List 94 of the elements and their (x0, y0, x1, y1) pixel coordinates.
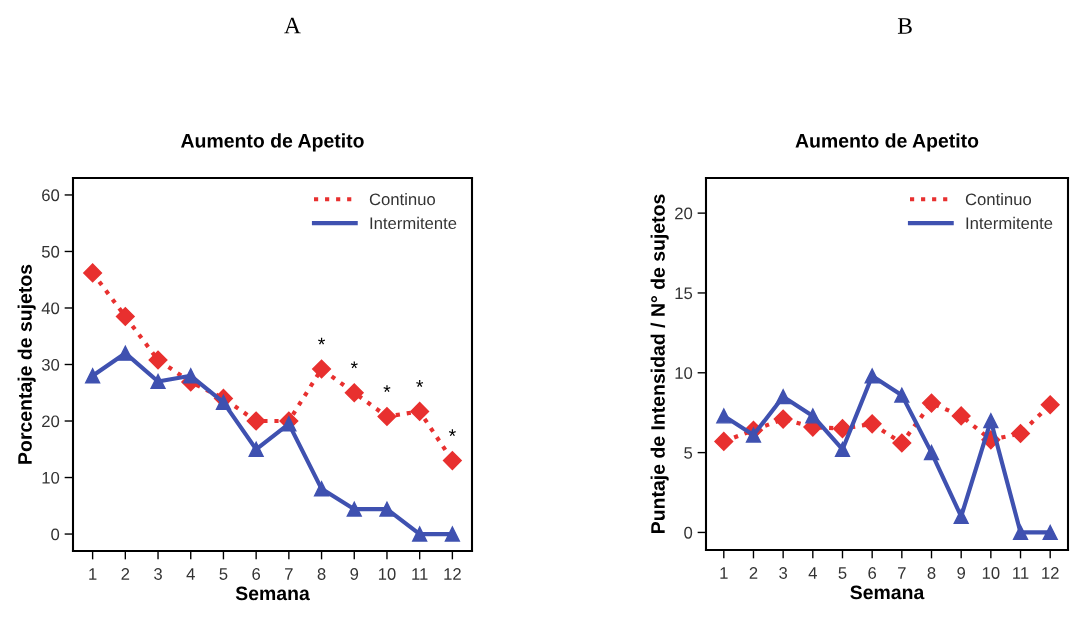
annotation: * (318, 337, 326, 345)
legend-label: Continuo (965, 193, 1032, 206)
point (379, 501, 395, 517)
point (183, 368, 199, 384)
point (775, 389, 791, 405)
x-tick-label: 5 (838, 567, 847, 579)
annotation: * (383, 385, 391, 393)
y-tick-label: 40 (41, 302, 60, 315)
y-axis-title: Porcentaje de sujetos (17, 264, 36, 464)
x-tick-label: 3 (154, 568, 162, 580)
point (344, 383, 364, 403)
point (773, 409, 793, 429)
y-tick-label: 50 (41, 245, 60, 258)
y-tick-label: 0 (51, 528, 60, 541)
legend-label: Continuo (369, 193, 436, 206)
point (115, 306, 135, 326)
text: A (284, 17, 301, 34)
point (923, 444, 940, 461)
annotation: * (448, 429, 456, 437)
x-tick-label: 1 (720, 567, 728, 579)
y-tick-label: 0 (684, 526, 693, 539)
x-tick-label: 10 (378, 568, 396, 580)
point (150, 373, 166, 390)
legend-label: Intermitente (370, 216, 457, 230)
point (313, 481, 330, 497)
y-axis-title: Puntaje de Intensidad / N° de sujetos (650, 194, 669, 533)
point (951, 406, 971, 426)
point (346, 501, 362, 517)
y-tick-label: 15 (675, 287, 693, 300)
point (892, 433, 912, 453)
point (412, 526, 428, 542)
point (377, 406, 397, 427)
x-tick-label: 9 (957, 567, 966, 579)
point (246, 411, 266, 431)
x-tick-label: 10 (982, 567, 1000, 579)
point (864, 368, 880, 384)
point (248, 441, 264, 457)
point (117, 345, 133, 361)
point (1042, 524, 1058, 541)
y-tick-label: 5 (684, 447, 693, 459)
x-tick-label: 9 (350, 568, 359, 580)
point (983, 413, 999, 429)
x-tick-label: 2 (749, 567, 758, 579)
x-axis-title: Semana (850, 585, 925, 600)
x-tick-label: 8 (927, 567, 936, 579)
x-tick-label: 6 (868, 567, 877, 579)
y-tick-label: 20 (42, 415, 60, 428)
point (148, 350, 168, 370)
point (442, 451, 462, 471)
x-tick-label: 12 (444, 568, 461, 580)
chart-title: Aumento de Apetito (795, 133, 979, 152)
x-tick-label: 4 (808, 567, 817, 579)
y-tick-label: 30 (41, 358, 60, 371)
point (805, 408, 821, 424)
y-tick-label: 60 (42, 189, 60, 202)
point (716, 408, 732, 424)
point (410, 401, 430, 421)
x-tick-label: 8 (317, 568, 326, 580)
y-tick-label: 10 (42, 471, 60, 484)
point (1010, 423, 1031, 443)
point (714, 431, 734, 451)
text: B (897, 18, 912, 34)
x-tick-label: 7 (285, 568, 293, 580)
point (444, 526, 461, 542)
point (1012, 524, 1029, 541)
annotation: * (416, 380, 424, 387)
point (745, 427, 762, 443)
x-axis-title: Semana (235, 586, 310, 601)
point (312, 359, 332, 379)
x-tick-label: 12 (1042, 567, 1059, 579)
x-tick-label: 4 (186, 568, 195, 580)
point (215, 394, 232, 411)
y-tick-label: 20 (675, 207, 693, 220)
point (84, 368, 101, 384)
point (834, 441, 851, 458)
point (953, 508, 969, 525)
x-tick-label: 2 (121, 568, 130, 580)
point (921, 393, 942, 413)
point (83, 263, 103, 283)
point (862, 414, 882, 434)
chart-title: Aumento de Apetito (181, 133, 364, 152)
y-tick-label: 10 (675, 367, 693, 379)
point (894, 387, 910, 403)
point (1040, 395, 1060, 415)
point (281, 416, 297, 432)
x-tick-label: 11 (412, 568, 428, 580)
legend-label: Intermitente (966, 216, 1053, 230)
x-tick-label: 7 (898, 567, 906, 579)
x-tick-label: 1 (89, 568, 97, 580)
x-tick-label: 3 (779, 567, 788, 579)
annotation: * (350, 361, 358, 369)
x-tick-label: 6 (252, 568, 261, 580)
x-tick-label: 5 (219, 568, 228, 580)
x-tick-label: 11 (1013, 567, 1029, 579)
